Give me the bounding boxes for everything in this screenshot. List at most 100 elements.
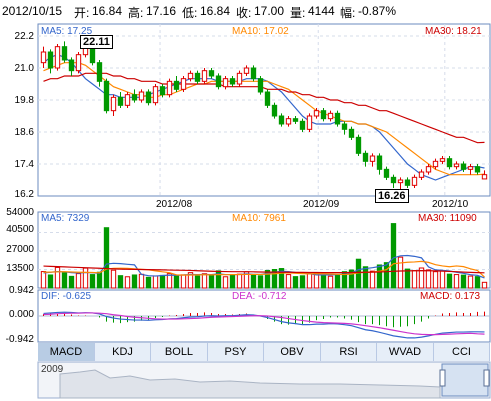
candle-body (152, 86, 159, 104)
candle-body (369, 155, 376, 162)
candle-body (362, 152, 369, 162)
candle-body (257, 78, 264, 93)
volume-bar (404, 268, 411, 289)
candle-body (166, 80, 173, 96)
volume-bar (208, 275, 215, 289)
overview-area (59, 369, 441, 399)
tab-cci[interactable]: CCI (434, 343, 490, 361)
volume-bar (369, 270, 376, 289)
overview-left-handle[interactable] (439, 369, 446, 387)
volume-bar (180, 274, 187, 289)
candle-body (61, 46, 68, 61)
price-ma5-label: MA5: 17.25 (41, 26, 93, 37)
volume-bar (453, 274, 460, 289)
volume-bar (145, 276, 152, 289)
overview-right-handle[interactable] (483, 369, 490, 387)
candle-body (117, 96, 124, 106)
candle-body (299, 120, 306, 130)
tab-obv[interactable]: OBV (264, 343, 321, 361)
macd-value-label: MACD: 0.173 (420, 291, 481, 302)
volume-bar (124, 276, 131, 289)
volume-bar (173, 275, 180, 289)
volume-bar (292, 276, 299, 289)
candle-body (47, 51, 54, 69)
volume-bar (271, 269, 278, 289)
volume-bar (89, 274, 96, 289)
candle-body (404, 179, 411, 186)
volume-bar (75, 273, 82, 289)
volume-bar (432, 271, 439, 289)
macd-lines (43, 311, 485, 339)
quote-date: 2012/10/15 (2, 4, 63, 18)
candle-body (439, 158, 446, 162)
volume-bar (152, 275, 159, 289)
volume-bar (397, 256, 404, 289)
volume-bar (320, 274, 327, 289)
candle-body (110, 96, 117, 112)
candle-body (68, 59, 75, 72)
volume-label: 量: (290, 6, 306, 20)
candle-body (278, 115, 285, 125)
volume-y-tick: 40500 (6, 224, 34, 235)
volume-bar (222, 276, 229, 289)
candle-body (285, 118, 292, 125)
volume-bar (250, 274, 257, 289)
candle-body (187, 72, 194, 80)
candle-body (96, 62, 103, 82)
volume-bar (411, 270, 418, 289)
volume-bar (446, 273, 453, 289)
volume-y-tick: 13500 (6, 263, 34, 274)
tab-psy[interactable]: PSY (208, 343, 264, 361)
candle-body (208, 70, 215, 77)
tab-kdj[interactable]: KDJ (95, 343, 151, 361)
volume-bar (131, 274, 138, 289)
price-ma5-line (43, 54, 485, 181)
volume-bar (236, 273, 243, 289)
volume-bar (418, 267, 425, 289)
price-ma10-line (43, 62, 485, 176)
tab-rsi[interactable]: RSI (321, 343, 377, 361)
price-y-tick: 22.2 (14, 31, 34, 42)
volume-bar (334, 273, 341, 289)
overview-year-label: 2009 (41, 364, 64, 375)
overview-window[interactable] (441, 363, 489, 397)
candle-body (243, 67, 250, 74)
volume-bar (166, 273, 173, 289)
macd-dif-line (43, 311, 485, 339)
volume-bar (474, 276, 481, 289)
volume-bar (257, 275, 264, 289)
volume-bar (138, 273, 145, 289)
tab-macd[interactable]: MACD (38, 343, 95, 361)
change-value: -0.87% (358, 4, 397, 18)
close-label: 收: (236, 6, 252, 20)
volume-bar (299, 275, 306, 289)
volume-bar (285, 274, 292, 289)
tab-wvad[interactable]: WVAD (377, 343, 434, 361)
volume-bar (383, 262, 390, 289)
tab-boll[interactable]: BOLL (151, 343, 208, 361)
volume-ma30-label: MA30: 11090 (418, 213, 477, 224)
candle-body (131, 94, 138, 101)
price-y-tick: 16.2 (14, 189, 34, 200)
volume-bar (376, 264, 383, 289)
quote-header: 2012/10/15 开: 16.84 高: 17.16 低: 16.84 收:… (0, 0, 491, 22)
price-ma-lines (43, 54, 485, 181)
volume-bar (96, 271, 103, 289)
candle-body (446, 158, 453, 168)
candle-body (124, 94, 131, 106)
candle-body (397, 179, 404, 184)
low-callout: 16.26 (375, 189, 409, 203)
price-x-tick: 2012/08 (156, 199, 193, 210)
macd-y-tick: -0.942 (5, 334, 34, 345)
price-y-tick: 19.8 (14, 95, 34, 106)
volume-bar (201, 273, 208, 289)
candle-body (481, 174, 488, 180)
candle-body (418, 171, 425, 178)
candle-body (173, 80, 180, 90)
high-callout: 22.11 (80, 35, 113, 49)
volume-bar (194, 275, 201, 289)
candle-body (194, 72, 201, 82)
volume-bar (439, 270, 446, 289)
volume-bar (229, 274, 236, 289)
